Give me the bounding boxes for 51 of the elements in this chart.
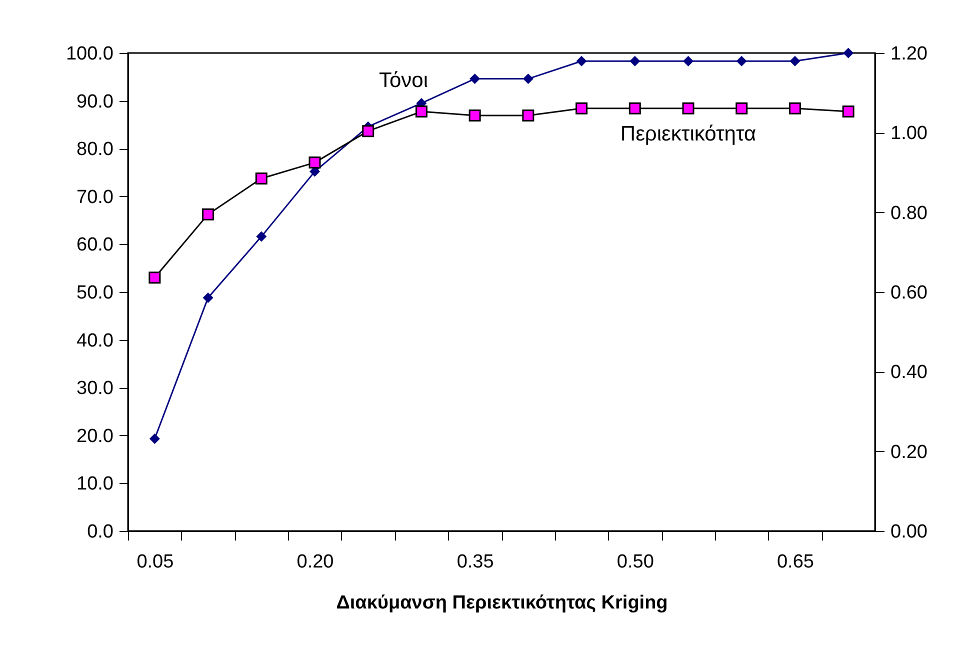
point [308,156,321,169]
x-tick-label: 0.65 [776,552,814,572]
point [736,56,747,66]
y2-tick-label: 0.20 [890,442,928,463]
point [576,102,588,114]
point [790,56,800,66]
y-tick-label: 10.0 [76,474,114,495]
y-tick-label: 50.0 [76,282,114,304]
point [842,106,854,118]
point [202,292,214,303]
point [628,102,641,114]
x-axis-title: Διακύμανση Περιεκτικότητας Kriging [336,592,668,614]
x-tick-label: 0.35 [456,552,494,572]
x-tick-label: 0.20 [296,552,334,572]
point [843,48,854,58]
y-tick-label: 0.0 [87,522,114,542]
y2-tick-label: 0.40 [890,362,928,384]
y-tick-label: 100.0 [66,44,114,64]
y-tick-label: 40.0 [76,330,114,352]
point [256,231,267,242]
point [362,125,374,138]
point [522,110,534,122]
point [576,56,587,66]
x-tick-label: 0.50 [616,552,654,572]
y-tick-label: 60.0 [76,234,114,256]
y-tick-label: 90.0 [76,91,114,112]
y2-tick-label: 0.80 [890,202,928,224]
y-tick-label: 20.0 [76,426,114,447]
series-label: Τόνοι [378,69,428,92]
point [736,102,748,114]
point [682,102,694,114]
point [468,110,481,122]
y-tick-label: 70.0 [76,186,114,208]
point [683,56,694,66]
point [255,172,268,184]
point [202,208,214,220]
y2-tick-label: 1.00 [890,123,928,144]
point [788,102,801,114]
point [415,106,428,118]
y2-tick-label: 0.60 [890,282,928,304]
point [470,74,480,84]
point [630,56,640,66]
point [522,74,534,84]
y-tick-label: 30.0 [76,378,114,400]
point [148,272,161,284]
point [149,434,160,444]
y-tick-label: 80.0 [76,139,114,160]
y2-tick-label: 1.20 [890,44,928,64]
y2-tick-label: 0.00 [890,522,928,542]
series-label: Περιεκτικότητα [620,122,756,146]
x-tick-label: 0.05 [136,552,174,572]
